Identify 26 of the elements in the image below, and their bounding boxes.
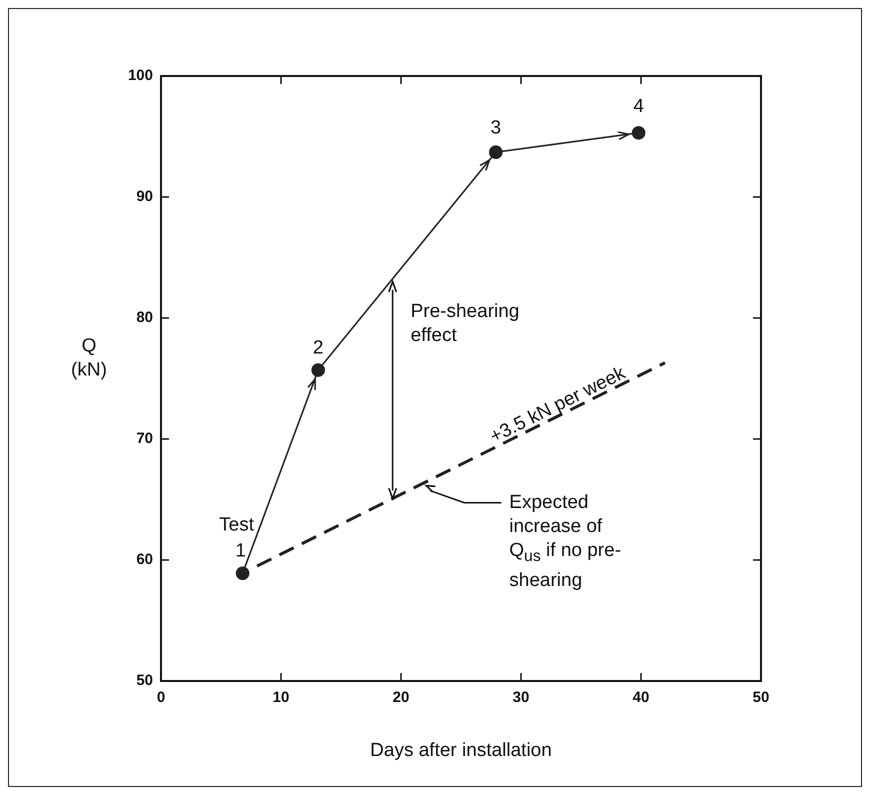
point (311, 363, 325, 377)
x-tick-label: 50 (752, 689, 770, 706)
y-tick-label: 50 (136, 672, 153, 690)
point (632, 126, 646, 140)
x-tick-label: 10 (272, 689, 290, 706)
annotation: 2 (312, 337, 324, 358)
annotation: 4 (633, 96, 644, 118)
x-axis-title: Days after installation (370, 740, 552, 761)
annotation: 1 (235, 540, 246, 562)
annotation: 3 (490, 117, 502, 138)
y-tick-label: 100 (128, 67, 153, 84)
annotation: Pre-shearing effect (410, 300, 520, 346)
point (236, 566, 250, 580)
x-tick-label: 0 (156, 689, 166, 706)
y-tick-label: 80 (136, 309, 153, 326)
annotation: +3.5 kN per week (486, 362, 630, 448)
annotation: Test (219, 514, 255, 536)
x-tick-label: 40 (632, 689, 650, 706)
point (489, 145, 503, 160)
x-tick-label: 30 (512, 689, 530, 706)
y-tick-label: 70 (136, 430, 153, 448)
annotation: Expected increase of Q$_{us}$ if no pre-shearing (509, 490, 622, 592)
y-axis-title: Q (kN) (71, 336, 107, 381)
y-tick-label: 90 (136, 188, 153, 206)
x-tick-label: 20 (392, 689, 410, 706)
y-tick-label: 60 (136, 551, 153, 568)
